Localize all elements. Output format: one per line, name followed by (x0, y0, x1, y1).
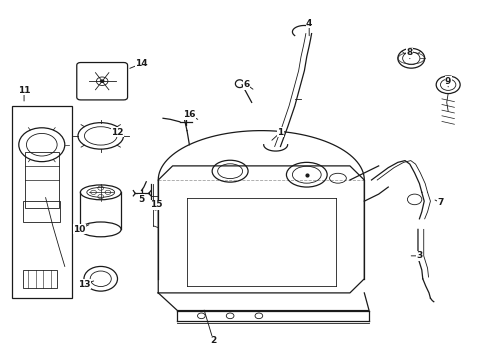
Bar (25, 152, 59, 208)
Text: 10: 10 (73, 225, 85, 234)
Text: 1: 1 (277, 128, 283, 137)
Text: 16: 16 (183, 110, 195, 119)
Text: 13: 13 (78, 280, 90, 289)
Bar (23, 201, 61, 222)
Text: 8: 8 (406, 49, 412, 58)
Text: 14: 14 (135, 59, 147, 68)
Text: 7: 7 (437, 198, 443, 207)
Text: 2: 2 (210, 336, 216, 345)
Text: 3: 3 (415, 251, 422, 260)
Text: 12: 12 (111, 128, 123, 137)
Text: 5: 5 (138, 195, 144, 204)
Text: 6: 6 (244, 80, 249, 89)
Circle shape (100, 80, 104, 83)
Text: 4: 4 (305, 18, 312, 27)
Bar (23, 270, 57, 288)
Bar (12, 106, 72, 298)
Text: 15: 15 (149, 200, 162, 209)
Text: 9: 9 (444, 77, 450, 86)
Text: 11: 11 (18, 86, 30, 95)
